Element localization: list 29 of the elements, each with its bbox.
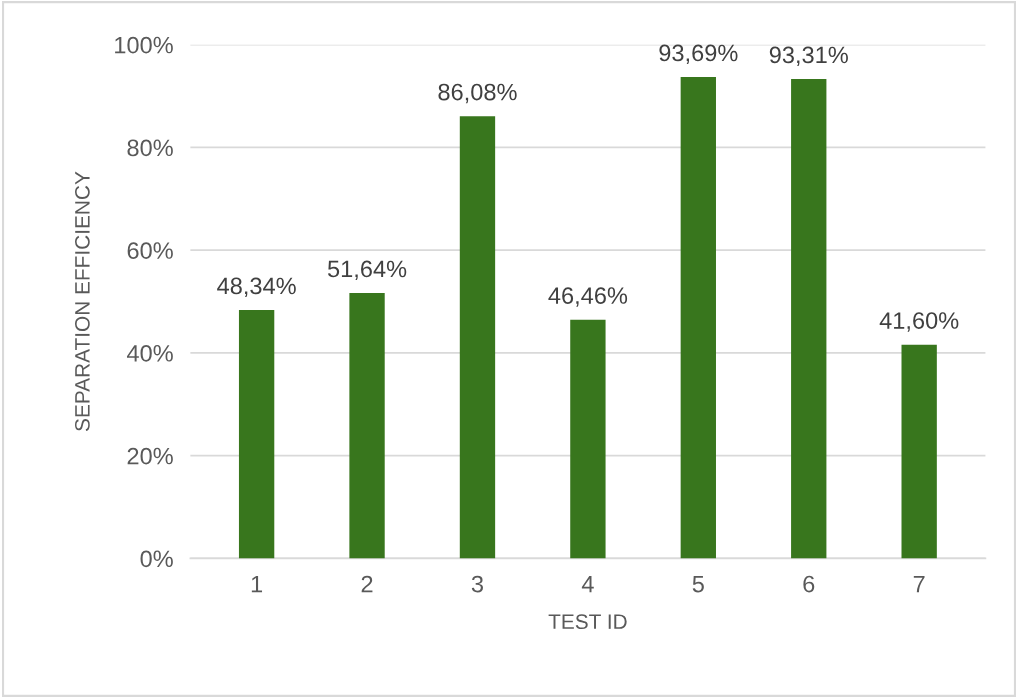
y-tick-label: 40%	[126, 344, 173, 362]
data-label: 41,60%	[879, 312, 959, 332]
x-tick-label: 6	[803, 575, 815, 593]
data-label: 48,34%	[217, 277, 296, 298]
bar	[680, 77, 716, 559]
bar	[570, 319, 606, 559]
bar	[459, 116, 496, 559]
data-label: 93,69%	[659, 44, 738, 65]
bar	[238, 310, 275, 559]
y-tick-label: 80%	[127, 139, 173, 157]
x-tick-label: 5	[692, 575, 704, 593]
y-tick-label: 20%	[127, 447, 173, 465]
x-tick-label: 4	[581, 575, 594, 593]
y-tick-label: 100%	[115, 36, 173, 54]
x-tick-label: 1	[251, 575, 263, 593]
y-tick-label: 0%	[140, 550, 173, 568]
x-axis-title: TEST ID	[548, 614, 627, 630]
data-label: 46,46%	[548, 287, 628, 307]
x-tick-label: 3	[471, 575, 483, 593]
x-tick-label: 7	[913, 575, 925, 593]
y-tick-label: 60%	[127, 242, 173, 259]
data-label: 93,31%	[769, 46, 848, 67]
y-axis-title: SEPARATION EFFICIENCY	[75, 171, 90, 432]
data-label: 86,08%	[438, 83, 517, 104]
data-label: 51,64%	[327, 260, 407, 281]
bar	[349, 293, 385, 559]
x-tick-label: 2	[361, 575, 373, 593]
bar	[791, 79, 827, 559]
bar	[901, 344, 937, 559]
